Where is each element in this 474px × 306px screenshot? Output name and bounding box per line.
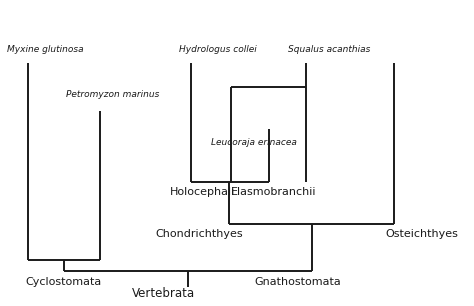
Text: Osteichthyes: Osteichthyes (385, 229, 458, 239)
Text: Squalus acanthias: Squalus acanthias (288, 45, 370, 54)
Text: Myxine glutinosa: Myxine glutinosa (7, 45, 84, 54)
Text: Petromyzon marinus: Petromyzon marinus (66, 90, 160, 99)
Text: Cyclostomata: Cyclostomata (26, 277, 101, 287)
Text: Hydrologus collei: Hydrologus collei (179, 45, 257, 54)
Text: Elasmobranchii: Elasmobranchii (231, 187, 317, 196)
Text: Holocephali: Holocephali (170, 187, 236, 196)
Text: Vertebrata: Vertebrata (132, 287, 195, 300)
Text: Chondrichthyes: Chondrichthyes (156, 229, 244, 239)
Text: Gnathostomata: Gnathostomata (254, 277, 341, 287)
Text: Leucoraja erinacea: Leucoraja erinacea (211, 138, 297, 147)
